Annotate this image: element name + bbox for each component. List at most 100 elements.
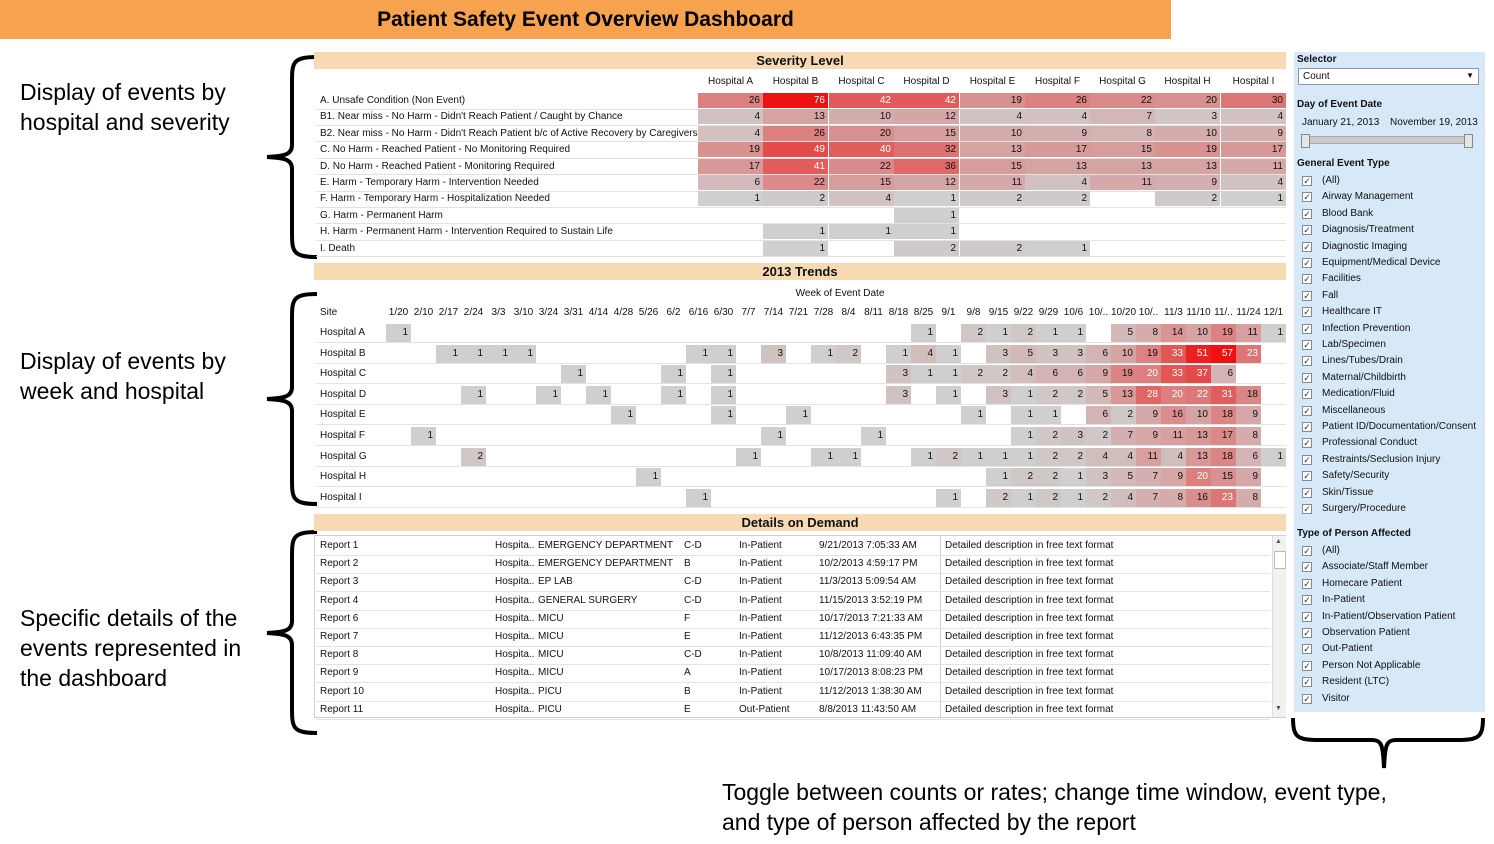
trend-cell[interactable]: 8 (1236, 427, 1261, 445)
trend-cell[interactable]: 2 (1036, 447, 1061, 466)
trend-cell[interactable]: 1 (461, 344, 486, 363)
trend-cell[interactable]: 1 (936, 385, 961, 404)
checkbox[interactable]: ✓ (1302, 504, 1312, 514)
checkbox[interactable]: ✓ (1302, 340, 1312, 350)
trend-cell[interactable]: 1 (786, 406, 811, 425)
date-range-slider[interactable] (1301, 134, 1473, 148)
trend-cell[interactable]: 1 (986, 447, 1011, 466)
trend-cell[interactable]: 5 (1086, 385, 1111, 404)
details-table-row[interactable]: Report 4 Hospita.. GENERAL SURGERY C-D In-Pa… (316, 592, 1270, 611)
details-table-row[interactable]: Report 1 Hospita.. EMERGENCY DEPARTMENT C-D… (316, 537, 1270, 556)
details-table-row[interactable]: Report 6 Hospita.. MICU F In-Patient 10/17/20… (316, 610, 1270, 629)
details-table-row[interactable]: Report 11 Hospita.. PICU E Out-Patient 8/8/20… (316, 701, 1270, 720)
trend-cell[interactable]: 1 (1011, 488, 1036, 507)
severity-cell[interactable]: 13 (960, 142, 1025, 158)
severity-cell[interactable]: 2 (763, 191, 828, 207)
severity-cell[interactable]: 1 (763, 224, 828, 240)
trend-cell[interactable]: 20 (1186, 468, 1211, 487)
severity-cell[interactable]: 15 (829, 175, 894, 190)
trend-cell[interactable]: 17 (1211, 427, 1236, 445)
date-slider-start-handle[interactable] (1301, 134, 1310, 148)
checkbox[interactable]: ✓ (1302, 693, 1312, 704)
trend-cell[interactable]: 9 (1136, 406, 1161, 425)
trend-cell[interactable]: 10 (1186, 324, 1211, 342)
trend-cell[interactable]: 1 (761, 427, 786, 445)
severity-cell[interactable]: 9 (1025, 125, 1090, 141)
trend-cell[interactable]: 1 (911, 447, 936, 466)
trend-cell[interactable]: 37 (1186, 365, 1211, 384)
details-table-row[interactable]: Report 3 Hospita.. EP LAB C-D In-Patient 11/3… (316, 573, 1270, 593)
trend-cell[interactable]: 1 (1061, 468, 1086, 487)
trend-cell[interactable]: 1 (1036, 406, 1061, 425)
scrollbar-thumb[interactable] (1274, 551, 1286, 569)
checkbox[interactable]: ✓ (1302, 562, 1312, 573)
severity-cell[interactable]: 41 (763, 158, 828, 174)
details-table-row[interactable]: Report 9 Hospita.. MICU A In-Patient 10/17/20… (316, 664, 1270, 684)
severity-cell[interactable]: 3 (1155, 109, 1220, 125)
trend-cell[interactable]: 1 (511, 344, 536, 363)
trend-cell[interactable]: 3 (1036, 344, 1061, 363)
trend-cell[interactable]: 13 (1186, 427, 1211, 445)
date-slider-end-handle[interactable] (1464, 134, 1473, 148)
trend-cell[interactable]: 1 (386, 324, 411, 342)
severity-cell[interactable]: 15 (1090, 142, 1155, 158)
severity-cell[interactable]: 8 (1090, 125, 1155, 141)
severity-cell[interactable]: 19 (1155, 142, 1220, 158)
checkbox[interactable]: ✓ (1302, 192, 1312, 203)
trend-cell[interactable]: 1 (1036, 324, 1061, 342)
severity-cell[interactable]: 20 (829, 125, 894, 141)
trend-cell[interactable]: 1 (811, 447, 836, 466)
trend-cell[interactable]: 19 (1211, 324, 1236, 342)
trend-cell[interactable]: 1 (711, 344, 736, 363)
trend-cell[interactable]: 1 (461, 385, 486, 404)
trend-cell[interactable]: 1 (811, 344, 836, 363)
trend-cell[interactable]: 1 (711, 406, 736, 425)
trend-cell[interactable]: 23 (1211, 488, 1236, 507)
trend-cell[interactable]: 4 (911, 344, 936, 363)
details-table-row[interactable]: Report 7 Hospita.. MICU E In-Patient 11/12/20… (316, 628, 1270, 647)
checkbox[interactable]: ✓ (1302, 595, 1312, 606)
trend-cell[interactable]: 31 (1211, 385, 1236, 404)
trend-cell[interactable]: 2 (1086, 488, 1111, 507)
trend-cell[interactable]: 4 (1111, 447, 1136, 466)
trend-cell[interactable]: 1 (486, 344, 511, 363)
trend-cell[interactable]: 1 (411, 427, 436, 445)
trend-cell[interactable]: 18 (1211, 447, 1236, 466)
checkbox[interactable]: ✓ (1302, 258, 1312, 268)
severity-cell[interactable]: 26 (763, 125, 828, 141)
severity-cell[interactable]: 26 (1025, 93, 1090, 108)
severity-cell[interactable]: 17 (698, 158, 763, 174)
trend-cell[interactable]: 2 (1061, 385, 1086, 404)
trend-cell[interactable]: 3 (886, 365, 911, 384)
details-table-row[interactable]: Report 10 Hospita.. PICU B In-Patient 11/12/2… (316, 683, 1270, 702)
severity-cell[interactable]: 4 (829, 191, 894, 207)
checkbox[interactable]: ✓ (1302, 677, 1312, 688)
severity-cell[interactable]: 36 (894, 158, 959, 174)
checkbox[interactable]: ✓ (1302, 644, 1312, 655)
severity-cell[interactable]: 19 (960, 93, 1025, 108)
severity-cell[interactable]: 2 (1025, 191, 1090, 207)
severity-cell[interactable]: 4 (1025, 109, 1090, 125)
trend-cell[interactable]: 10 (1111, 344, 1136, 363)
selector-dropdown[interactable]: Count ▼ (1298, 68, 1479, 85)
trend-cell[interactable]: 2 (836, 344, 861, 363)
severity-cell[interactable]: 4 (960, 109, 1025, 125)
trend-cell[interactable]: 1 (986, 324, 1011, 342)
severity-cell[interactable]: 1 (698, 191, 763, 207)
severity-cell[interactable]: 6 (698, 175, 763, 190)
trend-cell[interactable]: 13 (1186, 447, 1211, 466)
checkbox[interactable]: ✓ (1302, 323, 1312, 334)
severity-cell[interactable]: 20 (1155, 93, 1220, 108)
trend-cell[interactable]: 33 (1161, 365, 1186, 384)
trend-cell[interactable]: 6 (1086, 406, 1111, 425)
severity-cell[interactable]: 19 (698, 142, 763, 158)
trend-cell[interactable]: 1 (936, 365, 961, 384)
trend-cell[interactable]: 1 (1261, 447, 1286, 466)
severity-cell[interactable]: 12 (894, 175, 959, 190)
details-table-row[interactable]: Report 8 Hospita.. MICU C-D In-Patient 10/8/2… (316, 646, 1270, 666)
checkbox[interactable]: ✓ (1302, 454, 1312, 465)
severity-cell[interactable]: 10 (829, 109, 894, 125)
checkbox[interactable]: ✓ (1302, 546, 1312, 556)
trend-cell[interactable]: 1 (1011, 385, 1036, 404)
trend-cell[interactable]: 9 (1086, 365, 1111, 384)
